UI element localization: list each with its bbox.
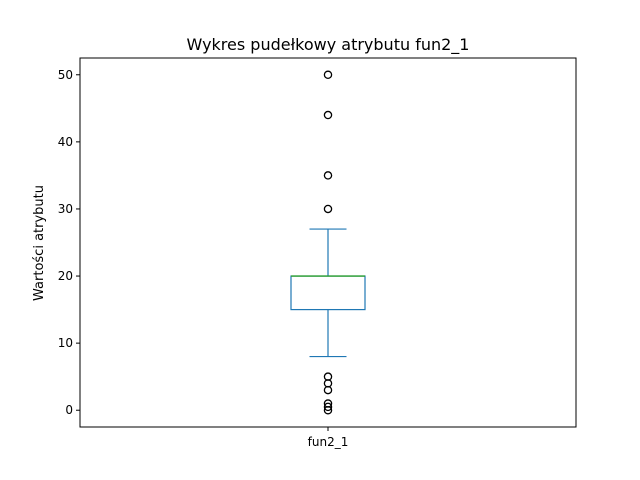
outlier-point — [323, 402, 333, 412]
y-tick-label: 50 — [58, 68, 73, 82]
box-group — [290, 70, 366, 415]
box-iqr — [290, 275, 366, 311]
x-axis: fun2_1 — [308, 427, 349, 449]
outlier-point — [323, 171, 333, 180]
outlier-point — [323, 399, 333, 408]
y-tick-label: 40 — [58, 135, 73, 149]
y-axis-label: Wartości atrybutu — [32, 185, 47, 301]
x-tick-label: fun2_1 — [308, 435, 349, 449]
y-tick-label: 20 — [58, 269, 73, 283]
outlier-point — [323, 70, 333, 80]
y-tick-label: 0 — [65, 403, 73, 417]
y-tick-label: 30 — [58, 202, 73, 216]
chart-title: Wykres pudełkowy atrybutu fun2_1 — [187, 35, 470, 55]
outlier-point — [323, 204, 333, 214]
y-tick-label: 10 — [58, 336, 73, 350]
outlier-point — [323, 110, 333, 120]
y-axis: 0 10 20 30 40 50 — [58, 68, 80, 417]
outlier-point — [323, 372, 333, 381]
